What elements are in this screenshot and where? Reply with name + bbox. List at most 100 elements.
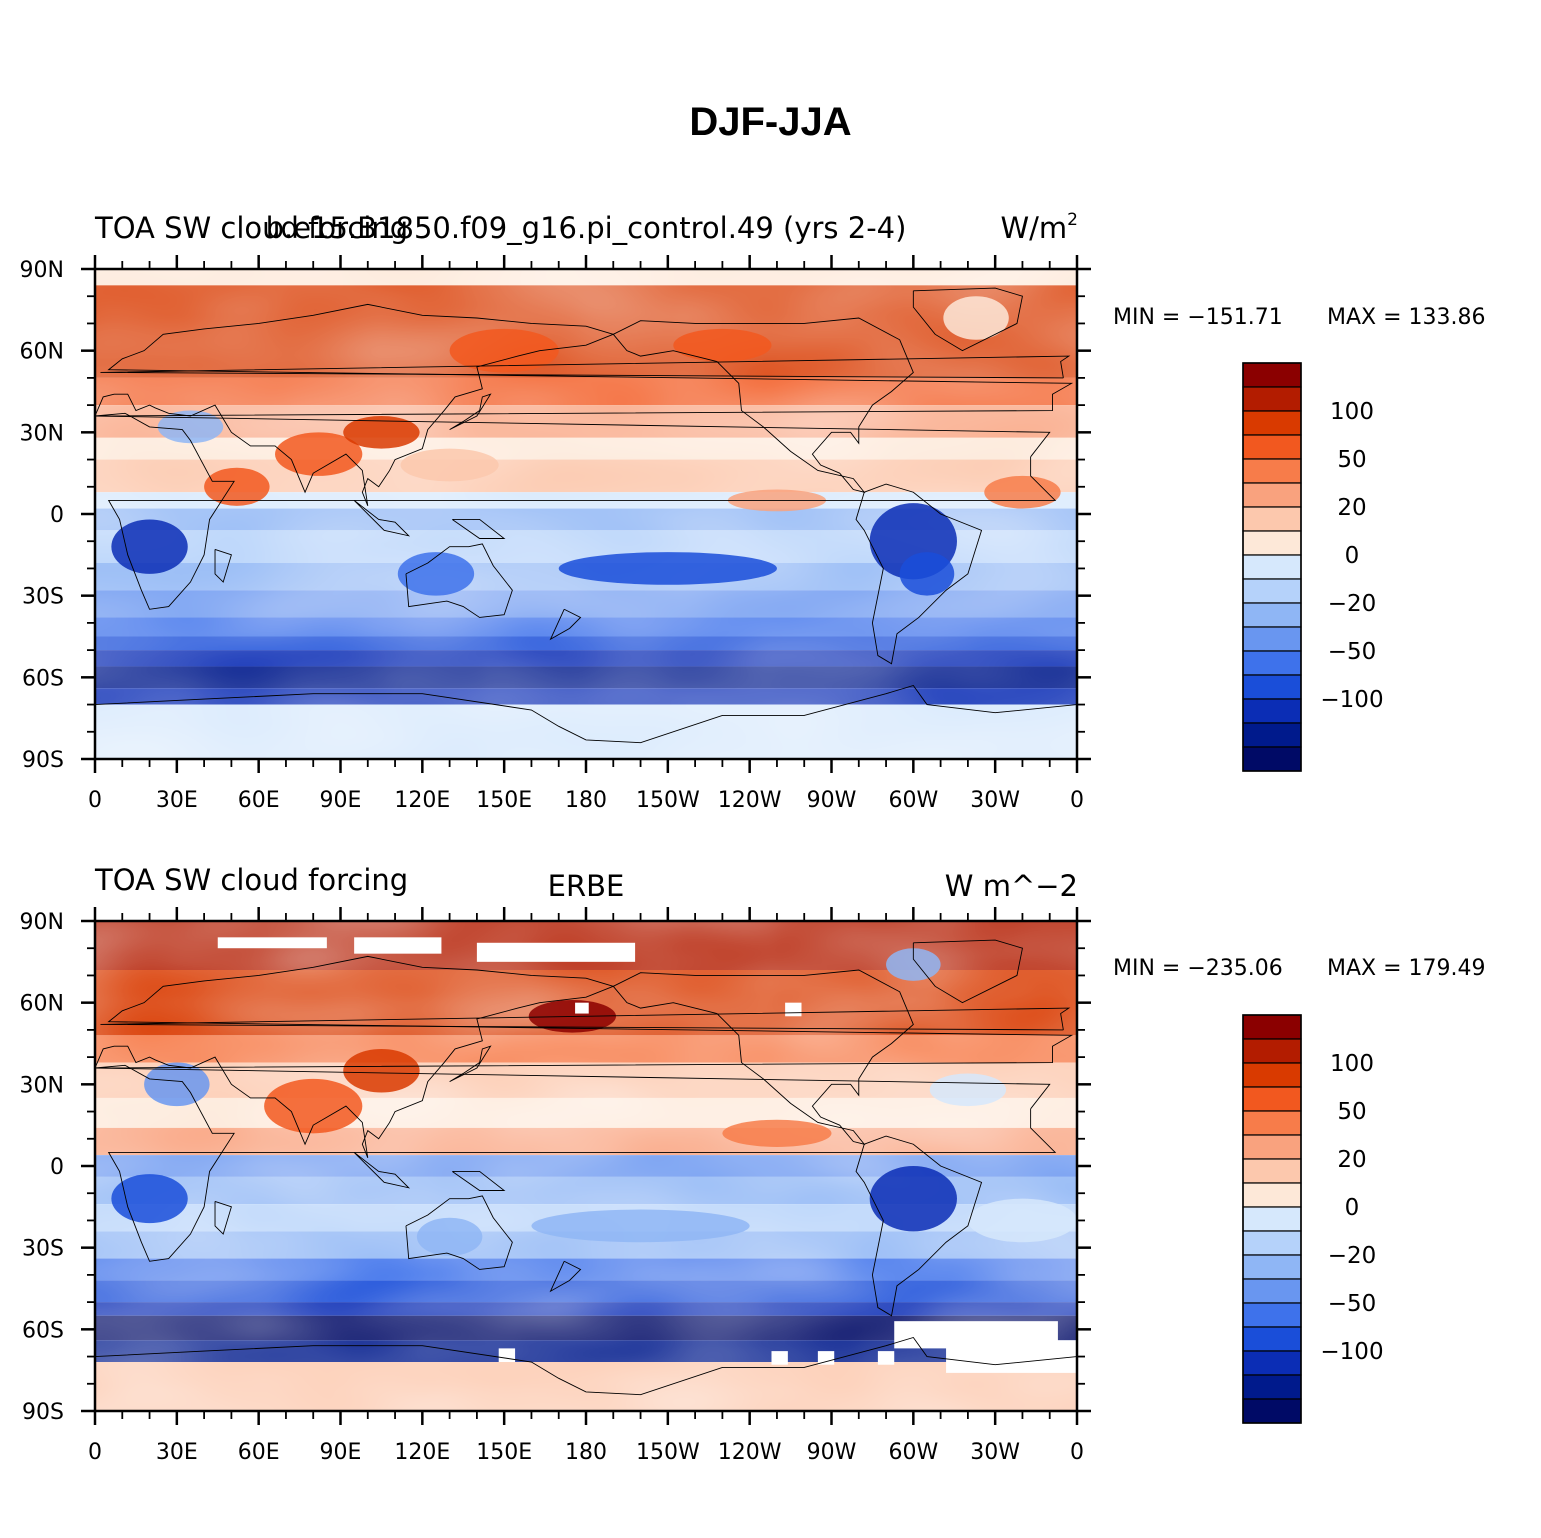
coastline: [215, 549, 231, 582]
missing-data-patch: [817, 1351, 835, 1365]
colorbar-swatch: [1242, 434, 1302, 460]
colorbar-swatch: [1242, 506, 1302, 532]
lon-tick-label: 60E: [238, 788, 280, 813]
regional-anomaly: [943, 296, 1009, 340]
lat-tick-label: 90S: [22, 748, 64, 773]
coastline: [95, 304, 1072, 505]
regional-anomaly: [449, 328, 559, 373]
colorbar-swatch: [1242, 554, 1302, 580]
regional-anomaly: [531, 1209, 750, 1243]
lat-tick-label: 30N: [20, 421, 64, 446]
colorbar-label: 0: [1345, 543, 1360, 569]
colorbar-label: 20: [1337, 495, 1366, 521]
lon-tick-label: 60W: [888, 788, 938, 813]
lon-tick-label: 30E: [156, 788, 198, 813]
coastline: [913, 288, 1022, 351]
lat-tick-label: 0: [50, 503, 64, 528]
regional-anomaly: [343, 1048, 420, 1093]
colorbar-label: 20: [1337, 1147, 1366, 1173]
coastline: [95, 413, 1055, 609]
lon-tick-label: 150E: [476, 788, 532, 813]
colorbar-swatch: [1242, 1374, 1302, 1400]
coastline: [450, 1046, 491, 1081]
colorbar-swatch: [1242, 1062, 1302, 1088]
regional-anomaly: [204, 467, 270, 506]
lat-tick-label: 60N: [20, 340, 64, 365]
lat-tick-label: 60S: [22, 666, 64, 691]
coastline: [95, 1338, 1077, 1395]
colorbar-label: −50: [1328, 639, 1377, 665]
regional-anomaly: [157, 410, 224, 444]
lon-tick-label: 90E: [320, 1440, 362, 1465]
colorbar-frame: [1242, 1014, 1302, 1424]
colorbar-swatch: [1242, 722, 1302, 748]
regional-anomaly: [869, 1166, 957, 1232]
lon-tick-label: 60W: [888, 1440, 938, 1465]
regional-anomaly: [275, 432, 363, 476]
regional-anomaly: [929, 1073, 1007, 1107]
colorbar-swatch: [1242, 1134, 1302, 1160]
panel-model-axis-ticks: 0 30E 60E 90E 120E 150E 180 150W 120W 90W 60W 30W 09…: [20, 255, 1091, 813]
colorbar-label: −20: [1328, 591, 1377, 617]
lat-tick-label: 30S: [22, 1237, 64, 1262]
colorbar-label: 50: [1337, 447, 1366, 473]
colorbar-frame: [1242, 362, 1302, 772]
coastline: [406, 544, 512, 618]
lon-tick-label: 120E: [394, 788, 450, 813]
colorbar-swatch: [1242, 578, 1302, 604]
lon-tick-label: 0: [1070, 788, 1084, 813]
regional-anomaly: [111, 519, 188, 574]
coastline: [913, 940, 1022, 1003]
coastlines: [95, 288, 1077, 743]
regional-anomaly: [886, 948, 941, 981]
panel-model-left-title: TOA SW cloud forcing: [94, 211, 408, 245]
panel-model: TOA SW cloud forcing b.e15.B1850.f09_g16…: [20, 210, 1486, 813]
lon-tick-label: 30W: [970, 788, 1020, 813]
lat-tick-label: 0: [50, 1155, 64, 1180]
regional-anomaly: [416, 1217, 483, 1256]
lat-tick-label: 60S: [22, 1318, 64, 1343]
lon-tick-label: 180: [565, 788, 607, 813]
coastline: [551, 1261, 581, 1291]
lon-tick-label: 30W: [970, 1440, 1020, 1465]
colorbar-swatch: [1242, 410, 1302, 436]
colorbar-swatch: [1242, 482, 1302, 508]
coastlines: [95, 940, 1077, 1395]
coastline: [450, 394, 491, 429]
lat-tick-label: 30N: [20, 1073, 64, 1098]
missing-data-patch: [946, 1340, 1077, 1373]
panel-obs-left-title: TOA SW cloud forcing: [94, 863, 408, 897]
coastline: [613, 970, 913, 1144]
colorbar-swatch: [1242, 1206, 1302, 1232]
panel-model-center-title: b.e15.B1850.f09_g16.pi_control.49 (yrs 2…: [266, 211, 907, 245]
lon-tick-label: 0: [1070, 1440, 1084, 1465]
panel-obs: TOA SW cloud forcing ERBE W m^−2 0 30E 60E…: [20, 863, 1486, 1465]
colorbar-swatch: [1242, 1398, 1302, 1424]
lon-tick-label: 120W: [718, 1440, 782, 1465]
lon-tick-label: 150W: [636, 788, 700, 813]
colorbar-swatch: [1242, 698, 1302, 724]
missing-data-patch: [575, 1002, 589, 1014]
coastline: [551, 609, 581, 639]
colorbar-swatch: [1242, 1254, 1302, 1280]
colorbar-swatch: [1242, 1326, 1302, 1352]
figure-title: DJF-JJA: [689, 100, 852, 144]
missing-data-patch: [575, 948, 625, 957]
coastline: [95, 686, 1077, 743]
lat-tick-label: 90S: [22, 1400, 64, 1425]
panel-obs-map: [95, 921, 1077, 1411]
lon-tick-label: 30E: [156, 1440, 198, 1465]
colorbar-swatch: [1242, 362, 1302, 388]
colorbar-swatch: [1242, 650, 1302, 676]
regional-anomaly: [899, 552, 955, 596]
colorbar-swatch: [1242, 1278, 1302, 1304]
lon-tick-label: 90W: [807, 1440, 857, 1465]
coastline: [95, 1065, 1055, 1261]
colorbar-swatch: [1242, 674, 1302, 700]
panel-model-colorbar: 100 50 20 0 −20 −50 −100: [1242, 362, 1384, 772]
colorbar-swatch: [1242, 1350, 1302, 1376]
panel-obs-axis-ticks: 0 30E 60E 90E 120E 150E 180 150W 120W 90W 60W 30W 09…: [20, 907, 1091, 1465]
colorbar-swatch: [1242, 1302, 1302, 1328]
missing-data-patch: [877, 1351, 895, 1365]
